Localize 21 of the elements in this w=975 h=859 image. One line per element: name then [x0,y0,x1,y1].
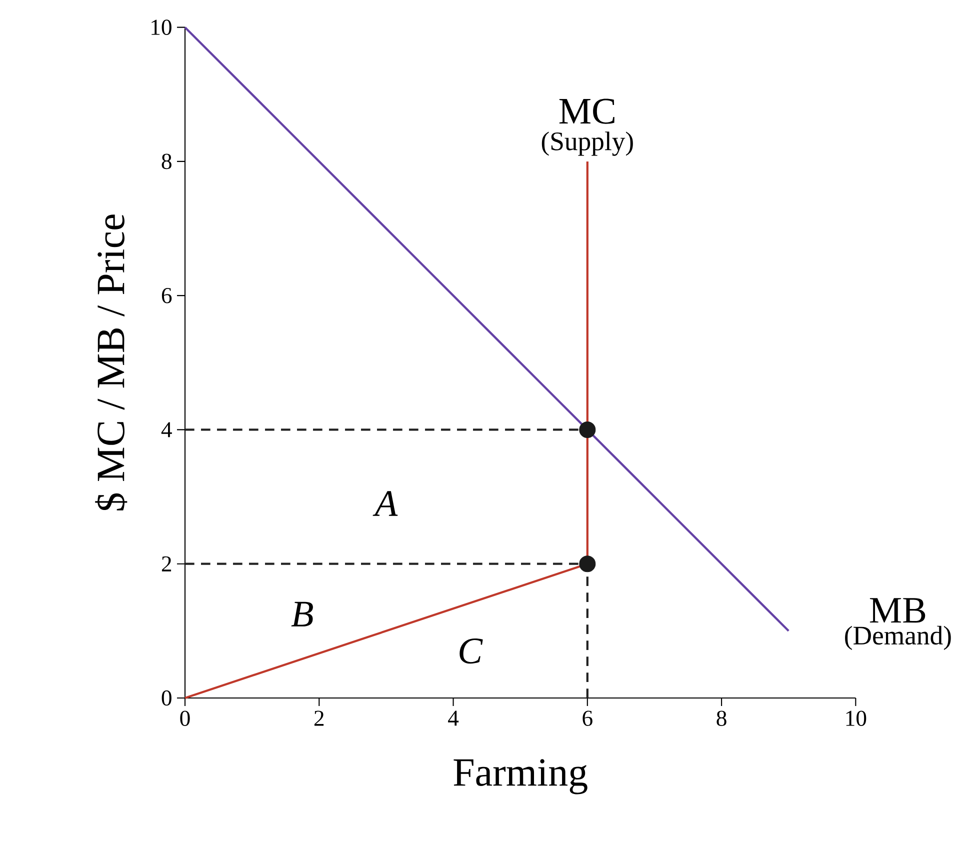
annotation: A [372,491,398,516]
y-axis-title: $ MC / MB / Price [95,214,128,510]
annotation: B [291,602,313,626]
y-tick-label: 2 [162,556,172,572]
y-tick-label: 4 [161,422,172,438]
y-tick-label: 6 [162,288,172,304]
y-tick-label: 10 [152,20,172,35]
x-tick-label: 2 [314,710,324,726]
series-label: MC [559,98,614,124]
text: MB [870,598,926,623]
x-tick-label: 0 [180,710,190,726]
annotation: C [460,638,483,664]
y-tick-label: 0 [162,690,172,706]
annotation: (Demand) [845,626,951,650]
x-tick-label: 8 [716,710,726,726]
x-tick-label: 4 [448,710,459,726]
y-tick-label: 8 [162,154,172,170]
annotation: (Supply) [542,132,633,156]
x-axis-title: Farming [454,759,588,794]
x-tick-label: 10 [846,710,866,726]
x-tick-label: 6 [582,710,592,726]
